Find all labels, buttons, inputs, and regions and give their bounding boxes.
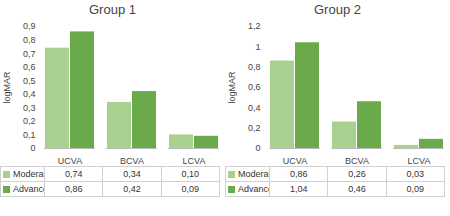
svg-text:0,4: 0,4	[248, 103, 261, 113]
svg-text:0,6: 0,6	[23, 62, 36, 72]
svg-text:logMAR: logMAR	[227, 71, 237, 104]
html-text:0,26: 0,26	[348, 169, 366, 179]
svg-text:0,7: 0,7	[23, 48, 36, 58]
svg-text:0,8: 0,8	[23, 35, 36, 45]
svg-text:0,9: 0,9	[23, 21, 36, 31]
html-text:0,09: 0,09	[181, 184, 200, 194]
svg-text:0: 0	[255, 143, 260, 153]
html-text:1,04: 1,04	[289, 184, 308, 194]
svg-text:0,2: 0,2	[248, 123, 261, 133]
svg-text:0,8: 0,8	[248, 62, 261, 72]
html-text:Group 1: Group 1	[89, 2, 136, 17]
html-text:Group 2: Group 2	[314, 2, 361, 17]
html-text:0,42: 0,42	[123, 184, 141, 194]
svg-text:0,4: 0,4	[23, 89, 36, 99]
html-text:0,86: 0,86	[64, 184, 83, 194]
html-text:0,74: 0,74	[64, 169, 83, 179]
svg-text:UCVA: UCVA	[58, 156, 82, 166]
html-text:0,03: 0,03	[406, 169, 425, 179]
html-text:0,46: 0,46	[348, 184, 366, 194]
svg-text:UCVA: UCVA	[283, 156, 307, 166]
svg-text:0,6: 0,6	[248, 82, 261, 92]
svg-text:0,2: 0,2	[23, 116, 36, 126]
html-text:0,10: 0,10	[181, 169, 200, 179]
svg-text:LCVA: LCVA	[408, 156, 431, 166]
svg-text:0,5: 0,5	[23, 76, 36, 86]
svg-text:BCVA: BCVA	[120, 156, 144, 166]
svg-text:LCVA: LCVA	[183, 156, 206, 166]
svg-text:BCVA: BCVA	[345, 156, 369, 166]
html-text:0,09: 0,09	[406, 184, 425, 194]
svg-text:0,3: 0,3	[23, 103, 36, 113]
html-text:0,86: 0,86	[289, 169, 308, 179]
svg-text:0: 0	[30, 143, 35, 153]
svg-text:logMAR: logMAR	[2, 71, 12, 104]
html-text:0,34: 0,34	[123, 169, 141, 179]
svg-text:1,2: 1,2	[248, 21, 261, 31]
svg-text:0,1: 0,1	[23, 130, 36, 140]
svg-text:1: 1	[255, 42, 260, 52]
